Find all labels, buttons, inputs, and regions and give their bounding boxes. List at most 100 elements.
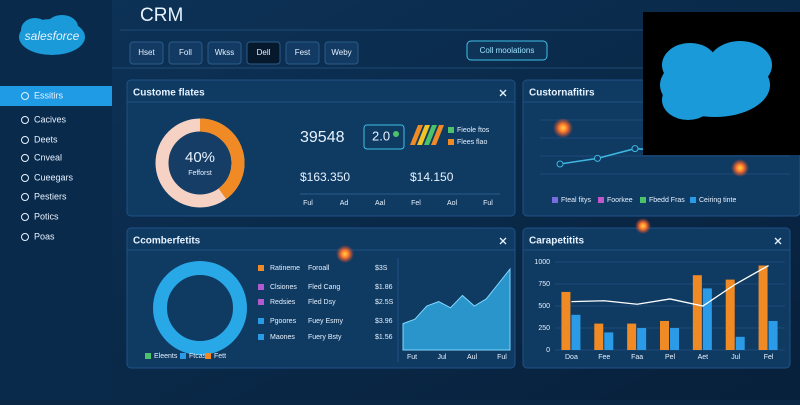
legend-label: Fteal fitys <box>561 197 591 204</box>
x-label: Doa <box>565 354 578 361</box>
stat-value: $14.150 <box>410 170 454 184</box>
bar <box>604 332 614 350</box>
glow <box>553 118 573 138</box>
y-tick-label: 1000 <box>534 259 550 266</box>
panel-title: Ccomberfetits <box>133 236 201 247</box>
nav-item[interactable]: Deets <box>34 134 58 144</box>
row-name: Pgoores <box>270 318 297 325</box>
panel-title: Carapetitits <box>529 236 584 247</box>
bar <box>758 265 768 350</box>
legend-swatch <box>690 197 696 203</box>
legend-label: Foorkee <box>607 197 633 204</box>
legend-swatch <box>205 353 211 359</box>
nav-item[interactable]: Pestiers <box>34 191 67 201</box>
stripe-icon <box>417 125 430 145</box>
nav-item[interactable]: Cnveal <box>34 152 62 162</box>
tab-label: Weby <box>331 48 351 57</box>
logo: salesforce <box>19 15 85 55</box>
bar <box>627 323 637 350</box>
bar <box>768 320 778 350</box>
stat-value: $163.350 <box>300 170 350 184</box>
nav-item[interactable]: Poas <box>34 231 55 241</box>
tab-label: Dell <box>257 48 271 57</box>
bar <box>594 323 604 350</box>
x-label: Faa <box>631 354 643 361</box>
bar <box>735 336 745 350</box>
legend-swatch <box>180 353 186 359</box>
legend-swatch <box>552 197 558 203</box>
area-series <box>402 267 511 351</box>
bar <box>571 314 581 350</box>
x-label: Fee <box>598 354 610 361</box>
x-label: Ful <box>483 200 493 207</box>
bar <box>702 288 712 350</box>
stat-value: 39548 <box>300 129 345 146</box>
tab-label: Wkss <box>215 48 235 57</box>
row-detail: Fled Cang <box>308 284 340 291</box>
tab[interactable] <box>129 41 164 65</box>
legend-label: Fbedd Fras <box>649 197 685 204</box>
nav-item[interactable]: Essitirs <box>34 90 63 100</box>
tab[interactable] <box>285 41 320 65</box>
row-name: Redsies <box>270 299 296 306</box>
tab[interactable] <box>207 41 242 65</box>
bar <box>637 328 647 350</box>
action-button[interactable] <box>466 40 548 61</box>
logo-text: salesforce <box>25 29 80 43</box>
stripe-icon <box>431 125 444 145</box>
tab[interactable] <box>168 41 203 65</box>
page-title: CRM <box>140 5 183 26</box>
action-label: Coll moolations <box>480 46 535 55</box>
donut-arc <box>199 118 245 199</box>
x-label: Aal <box>375 200 386 207</box>
nav-icon <box>21 92 29 100</box>
close-icon[interactable] <box>774 237 782 245</box>
row-icon <box>258 334 264 340</box>
x-label: Pel <box>665 354 676 361</box>
close-icon[interactable] <box>499 237 507 245</box>
row-name: Ratineme <box>270 265 300 272</box>
status-dot <box>393 131 399 137</box>
stat-value: 2.0 <box>372 128 390 143</box>
nav-active <box>0 86 112 106</box>
tab-label: Fest <box>295 48 311 57</box>
legend-swatch <box>145 353 151 359</box>
glow <box>635 218 651 234</box>
ring <box>153 261 247 355</box>
legend-swatch <box>640 197 646 203</box>
legend-label: Fett <box>214 353 226 360</box>
row-amount: $1.86 <box>375 284 393 291</box>
x-label: Fel <box>411 200 421 207</box>
legend-label: Ftcas <box>189 353 207 360</box>
bar <box>561 291 571 350</box>
line-point <box>631 145 639 153</box>
nav-icon <box>21 174 29 182</box>
row-amount: $1.56 <box>375 334 393 341</box>
legend-swatch <box>448 139 454 145</box>
nav-item[interactable]: Potics <box>34 211 59 221</box>
nav-icon <box>21 154 29 162</box>
stat-box <box>363 124 405 150</box>
close-icon[interactable] <box>499 89 507 97</box>
nav-icon <box>21 136 29 144</box>
glow <box>731 159 749 177</box>
tab[interactable] <box>324 41 359 65</box>
tab[interactable] <box>246 41 281 65</box>
x-label: Aol <box>447 200 458 207</box>
tab-label: Hset <box>138 48 155 57</box>
nav-icon <box>21 116 29 124</box>
nav-item[interactable]: Cueegars <box>34 172 74 182</box>
x-label: Fel <box>764 354 774 361</box>
x-label: Aul <box>467 354 478 361</box>
donut-label: 40% <box>185 149 215 166</box>
bar <box>692 275 702 350</box>
stripe-icon <box>410 125 423 145</box>
panel-title: Custornafitirs <box>529 88 595 99</box>
row-name: Clsiones <box>270 284 297 291</box>
row-icon <box>258 265 264 271</box>
nav-item[interactable]: Cacives <box>34 114 67 124</box>
sidebar <box>0 0 112 400</box>
nav-icon <box>21 213 29 221</box>
x-label: Jul <box>731 354 740 361</box>
y-tick-label: 250 <box>538 325 550 332</box>
